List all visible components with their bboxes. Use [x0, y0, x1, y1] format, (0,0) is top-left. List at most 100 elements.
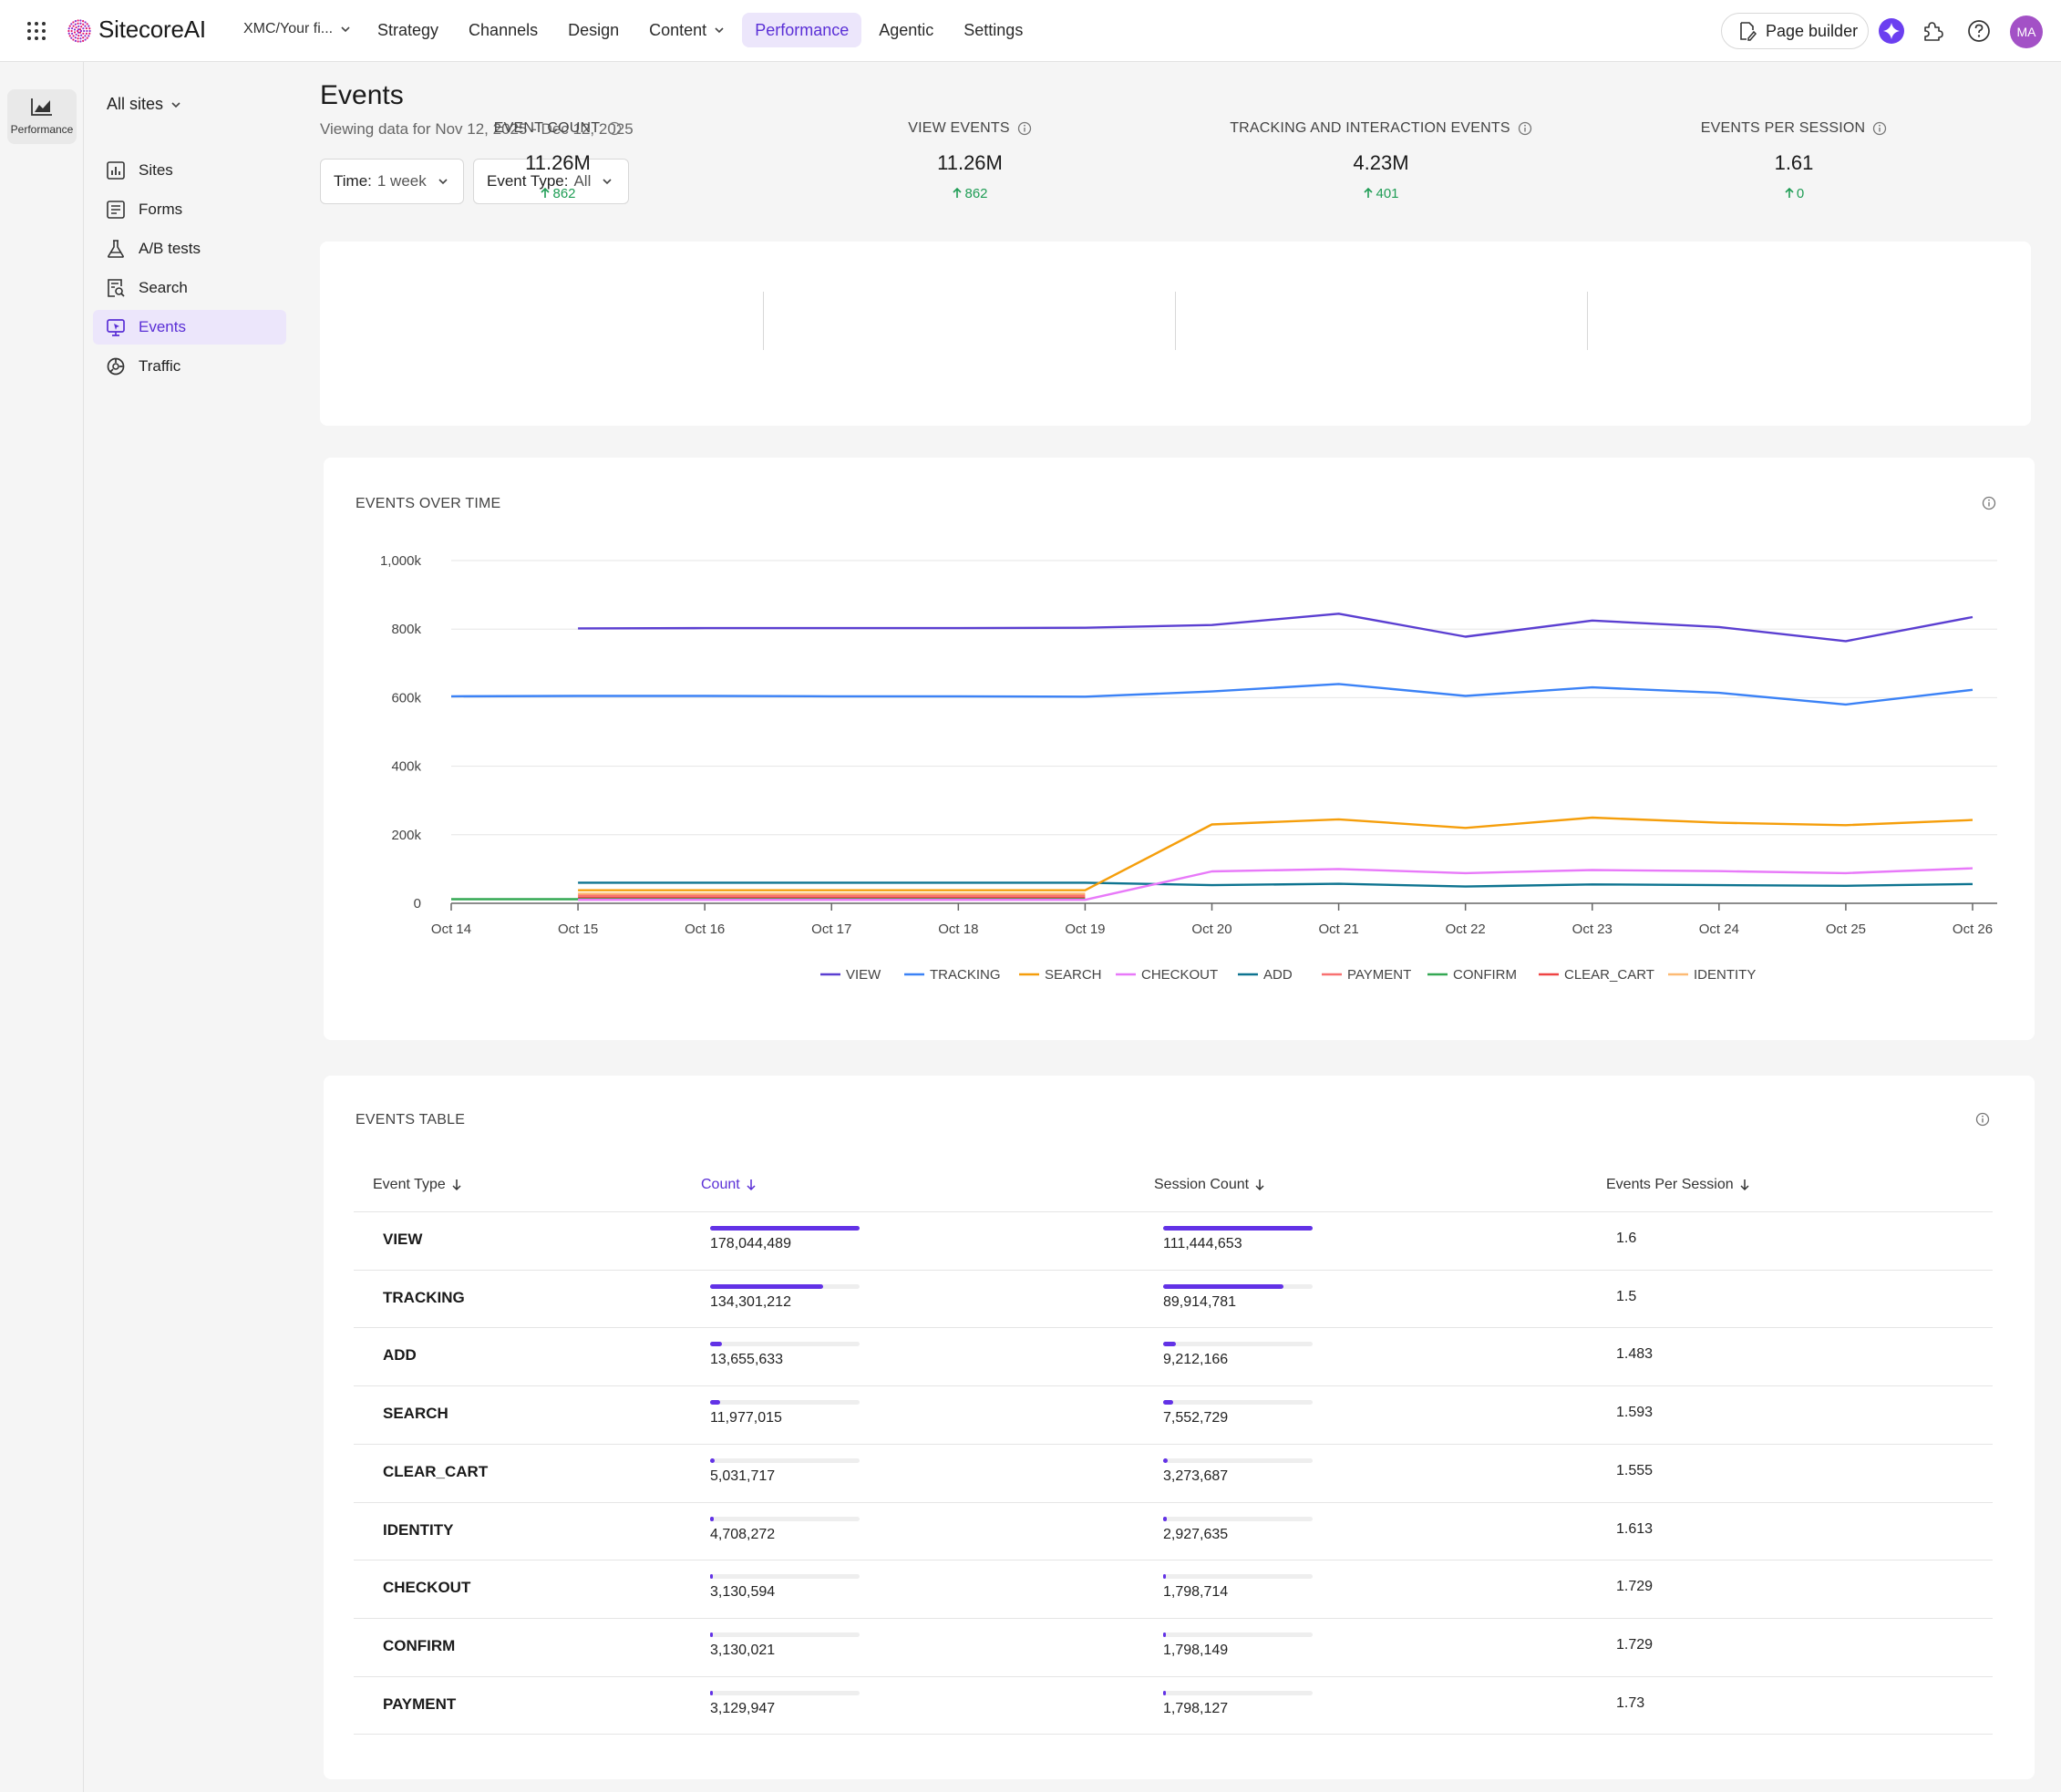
column-header-events-per-session[interactable]: Events Per Session [1606, 1177, 1750, 1193]
logo-dot [84, 21, 87, 24]
count-bar [710, 1226, 860, 1231]
event-type-filter[interactable]: Event Type: All [473, 159, 629, 204]
table-row[interactable]: PAYMENT 3,129,947 1,798,127 1.73 [354, 1675, 1993, 1735]
logo-dot [75, 33, 77, 36]
nav-label: Channels [469, 21, 539, 39]
logo-dot [84, 25, 87, 27]
legend-label: CONFIRM [1453, 967, 1517, 983]
nav-label: Agentic [879, 21, 934, 39]
events-per-session-cell: 1.593 [1616, 1405, 1654, 1421]
column-header-session-count[interactable]: Session Count [1154, 1177, 1265, 1193]
table-row[interactable]: TRACKING 134,301,212 89,914,781 1.5 [354, 1269, 1993, 1328]
count-bar [710, 1400, 860, 1406]
session-count-bar [1163, 1283, 1313, 1289]
kpi-tile: TRACKING AND INTERACTION EVENTS 4.23M 401 [1176, 0, 1586, 201]
extensions-icon[interactable] [1920, 18, 1945, 44]
column-header-count[interactable]: Count [701, 1177, 757, 1193]
info-icon[interactable] [1518, 121, 1532, 136]
count-cell: 11,977,015 [710, 1410, 782, 1426]
nav-content[interactable]: Content [636, 13, 737, 47]
arrow-up-icon [1785, 187, 1794, 198]
kpi-delta-value: 862 [552, 186, 576, 201]
sidebar-item-events[interactable]: Events [93, 310, 286, 345]
logo-dot [80, 26, 83, 28]
nav-performance[interactable]: Performance [742, 13, 862, 47]
rail-performance[interactable]: Performance [7, 89, 77, 144]
count-bar [710, 1342, 860, 1347]
site-switcher[interactable]: XMC/Your fi... [243, 21, 351, 37]
logo-dot [79, 29, 83, 33]
y-tick-label: 1,000k [380, 553, 422, 569]
kpi-label: VIEW EVENTS [908, 120, 1010, 136]
event-type-cell: SEARCH [383, 1405, 448, 1423]
sidebar-item-search[interactable]: Search [93, 271, 286, 305]
logo-dot [72, 21, 75, 24]
table-row[interactable]: CHECKOUT 3,130,594 1,798,714 1.729 [354, 1560, 1993, 1618]
logo-dot [79, 22, 82, 25]
arrow-up-icon [541, 187, 551, 198]
info-icon[interactable] [1872, 121, 1887, 136]
form-icon [107, 201, 125, 219]
app-launcher-icon[interactable] [26, 20, 47, 42]
kpi-delta-value: 401 [1376, 186, 1399, 201]
logo-dot [82, 36, 85, 39]
sidebar-item-forms[interactable]: Forms [93, 192, 286, 227]
table-row[interactable]: VIEW 178,044,489 111,444,653 1.6 [354, 1211, 1993, 1270]
page-builder-label: Page builder [1766, 21, 1859, 40]
time-filter[interactable]: Time: 1 week [320, 159, 464, 204]
events-line-chart: 0 200k 400k 600k 800k 1,000k Oct 14 Oct 15 Oct 1… [380, 553, 1997, 983]
column-header-event-type[interactable]: Event Type [373, 1177, 462, 1193]
logo-dot [77, 19, 79, 22]
info-icon[interactable] [1982, 496, 1996, 510]
kpi-value: 11.26M [937, 151, 1003, 174]
page-builder-button[interactable]: Page builder [1721, 13, 1869, 49]
nav-label: Settings [964, 21, 1024, 39]
nav-channels[interactable]: Channels [456, 13, 551, 47]
table-row[interactable]: IDENTITY 4,708,272 2,927,635 1.613 [354, 1501, 1993, 1560]
nav-agentic[interactable]: Agentic [866, 13, 946, 47]
events-per-session-cell: 1.6 [1616, 1231, 1637, 1246]
count-cell: 3,129,947 [710, 1700, 776, 1716]
info-icon[interactable] [1017, 121, 1032, 136]
table-row[interactable]: CLEAR_CART 5,031,717 3,273,687 1.555 [354, 1443, 1993, 1502]
sidebar-item-ab-tests[interactable]: A/B tests [93, 232, 286, 266]
user-avatar[interactable]: MA [2010, 15, 2043, 48]
count-cell: 4,708,272 [710, 1526, 776, 1542]
count-cell: 3,130,021 [710, 1642, 776, 1658]
sidebar-item-sites[interactable]: Sites [93, 153, 286, 188]
table-row[interactable]: ADD 13,655,633 9,212,166 1.483 [354, 1327, 1993, 1385]
table-row[interactable]: SEARCH 11,977,015 7,552,729 1.593 [354, 1385, 1993, 1444]
x-tick-label: Oct 21 [1318, 922, 1358, 937]
count-bar-fill [710, 1574, 713, 1580]
logo-dot [88, 29, 91, 33]
logo-dot [70, 29, 73, 33]
kpi-tile: EVENT COUNT 11.26M 862 [353, 0, 763, 201]
help-icon[interactable] [1966, 18, 1992, 44]
site-filter-dropdown[interactable]: All sites [107, 95, 181, 114]
count-bar [710, 1457, 860, 1463]
info-icon[interactable] [1975, 1112, 1990, 1127]
logo-dot [82, 39, 85, 42]
kpi-tile: VIEW EVENTS 11.26M 862 [765, 0, 1175, 201]
nav-design[interactable]: Design [555, 13, 632, 47]
info-icon[interactable] [607, 121, 622, 136]
logo-dot [78, 28, 82, 31]
logo-dot [84, 38, 87, 41]
count-cell: 134,301,212 [710, 1293, 791, 1310]
nav-settings[interactable]: Settings [951, 13, 1036, 47]
events-per-session-cell: 1.73 [1616, 1694, 1645, 1711]
events-table-card [324, 1076, 2035, 1779]
sidebar-item-traffic[interactable]: Traffic [93, 349, 286, 384]
count-bar [710, 1283, 860, 1289]
bar-chart-icon [107, 161, 125, 180]
top-bar: SitecoreAI XMC/Your fi... Strategy Chann… [0, 0, 2061, 62]
logo-dot [73, 28, 77, 31]
nav-strategy[interactable]: Strategy [365, 13, 451, 47]
table-row[interactable]: CONFIRM 3,130,021 1,798,149 1.729 [354, 1617, 1993, 1676]
session-count-bar-fill [1163, 1574, 1166, 1580]
ai-assistant-icon[interactable] [1879, 18, 1904, 44]
sidebar-item-label: Forms [139, 201, 183, 218]
x-tick-label: Oct 26 [1953, 922, 1993, 937]
sort-arrow-icon [1740, 1179, 1749, 1191]
logo-dot [77, 22, 79, 25]
